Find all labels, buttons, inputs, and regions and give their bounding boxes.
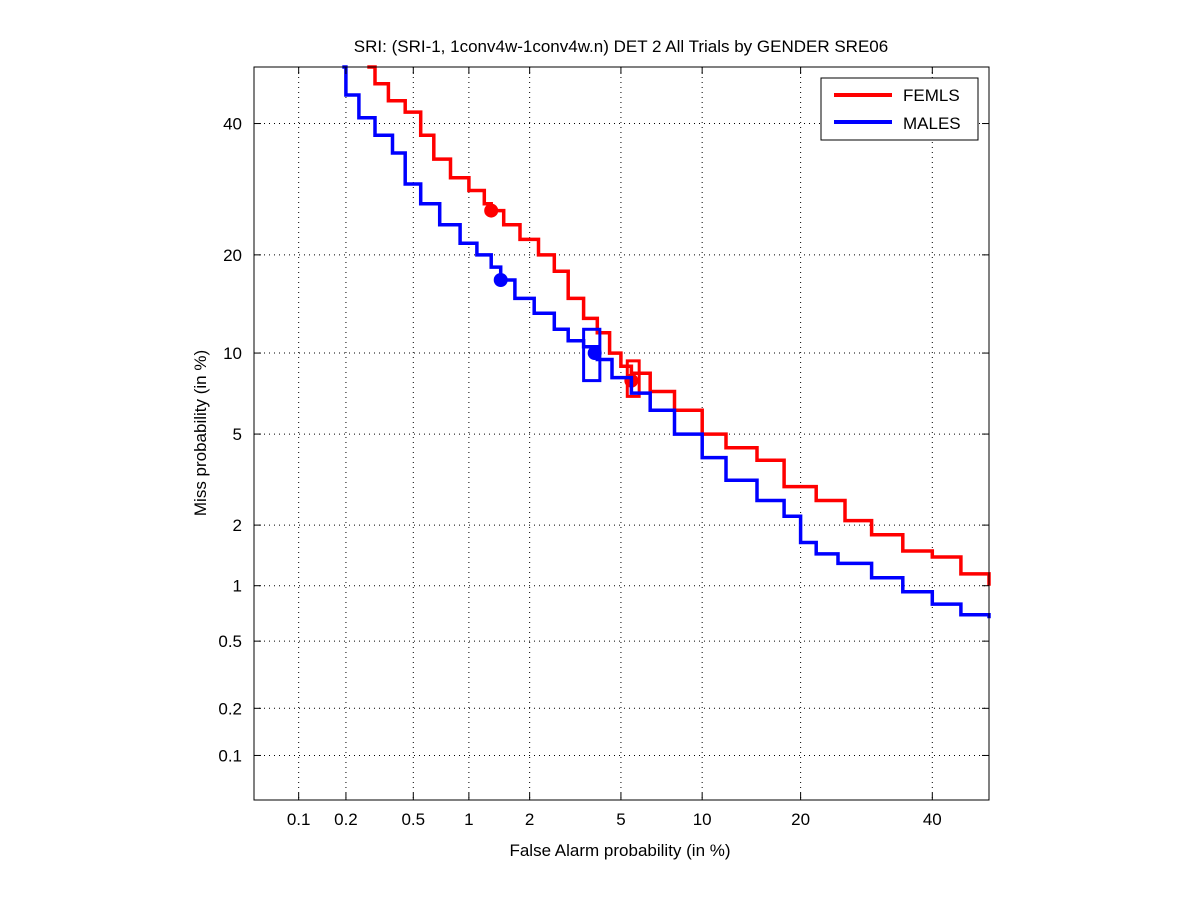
y-tick-label: 10: [223, 344, 242, 363]
x-axis-label: False Alarm probability (in %): [509, 841, 730, 860]
y-tick-label: 5: [233, 425, 242, 444]
min-dcf-point-males: [587, 346, 602, 361]
y-tick-label: 40: [223, 115, 242, 134]
y-tick-label: 20: [223, 246, 242, 265]
act-dcf-point-femls: [484, 203, 499, 218]
x-tick-label: 0.2: [334, 810, 358, 829]
x-tick-label: 0.1: [287, 810, 311, 829]
legend-label-males: MALES: [903, 114, 961, 133]
legend-box: [820, 77, 979, 141]
plot-area: [254, 67, 989, 800]
x-tick-label: 0.5: [401, 810, 425, 829]
y-tick-label: 0.5: [218, 632, 242, 651]
y-tick-label: 1: [233, 577, 242, 596]
series-layer: [342, 65, 991, 619]
chart-title: SRI: (SRI-1, 1conv4w-1conv4w.n) DET 2 Al…: [354, 37, 888, 56]
x-tick-label: 1: [464, 810, 473, 829]
series-line-femls: [367, 65, 991, 586]
legend: FEMLS MALES: [820, 77, 979, 141]
grid-lines: [254, 67, 989, 800]
y-tick-label: 2: [233, 516, 242, 535]
y-axis-label: Miss probability (in %): [191, 350, 210, 516]
x-tick-label: 20: [791, 810, 810, 829]
x-tick-label: 5: [616, 810, 625, 829]
act-dcf-point-males: [493, 272, 508, 287]
x-tick-label: 10: [693, 810, 712, 829]
tick-layer: 0.1 0.2 0.5 1 2 5 10 20 40 0.1 0.2 0.5 1 2 5 10 20 40: [218, 67, 989, 829]
y-tick-label: 0.1: [218, 746, 242, 765]
plot-frame: [253, 66, 990, 801]
y-tick-label: 0.2: [218, 699, 242, 718]
x-tick-label: 40: [923, 810, 942, 829]
legend-label-femls: FEMLS: [903, 86, 960, 105]
x-tick-label: 2: [525, 810, 534, 829]
